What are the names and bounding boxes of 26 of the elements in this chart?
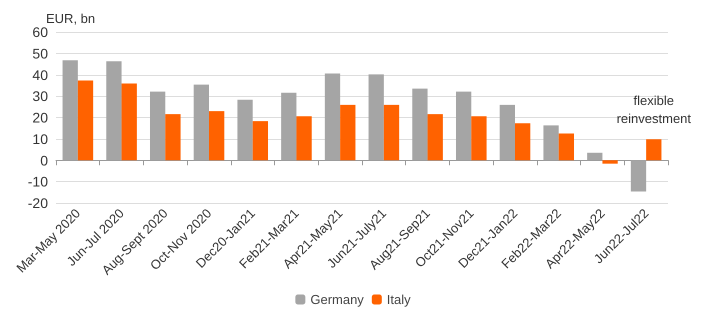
bar [78, 80, 94, 160]
y-tick-label: -10 [28, 174, 48, 190]
bar [428, 114, 443, 160]
y-tick-label: 60 [32, 24, 48, 40]
bar [252, 121, 268, 160]
legend-label: Italy [386, 292, 412, 307]
y-tick-label: 20 [32, 110, 48, 126]
y-tick-label: -20 [28, 195, 48, 211]
y-tick-label: 50 [32, 45, 48, 62]
y-tick-label: 40 [32, 66, 48, 83]
bar [340, 104, 356, 160]
bar [515, 123, 530, 160]
bar [646, 139, 662, 160]
legend-label: Germany [310, 292, 364, 307]
y-axis-title: EUR, bn [46, 11, 96, 26]
bar [165, 114, 181, 160]
annotation: flexible reinvestment [616, 92, 692, 126]
bar [384, 104, 400, 160]
y-tick-label: 0 [40, 152, 48, 168]
bar [471, 116, 487, 160]
y-tick-label: 30 [32, 88, 48, 104]
bar [296, 116, 312, 160]
bar [558, 134, 574, 160]
bar [209, 111, 224, 160]
bar [122, 84, 137, 160]
y-tick-label: 10 [32, 130, 48, 147]
